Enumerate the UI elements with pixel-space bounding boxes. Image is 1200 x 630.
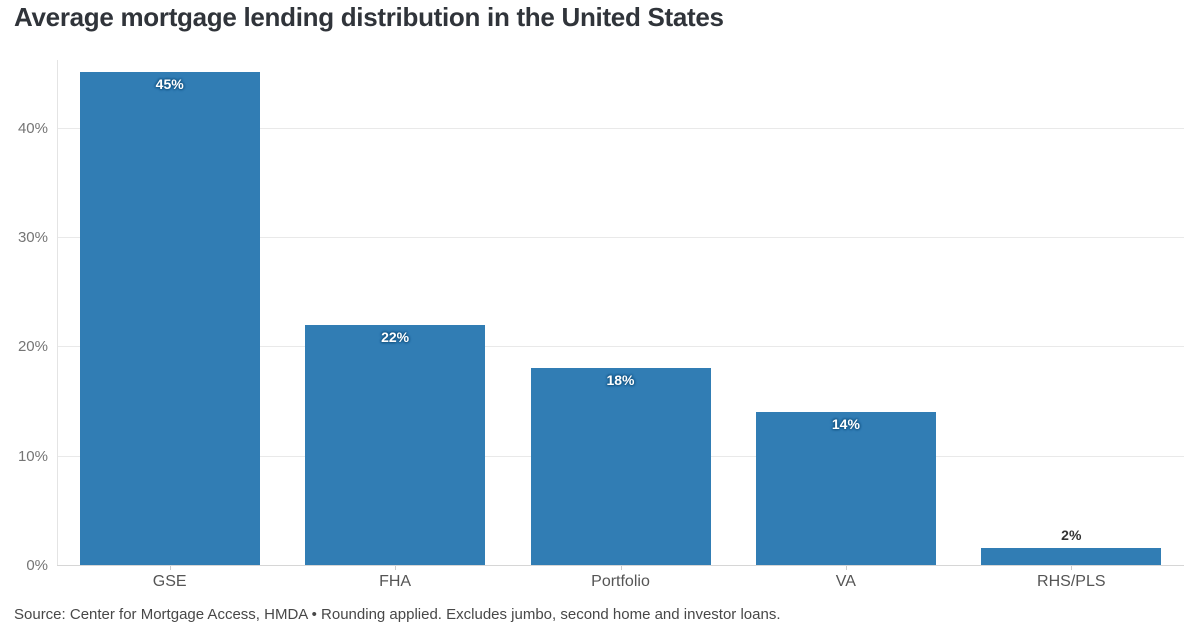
bar-value-label: 2%	[1061, 527, 1082, 544]
x-axis-label: RHS/PLS	[1037, 573, 1106, 590]
x-tick	[169, 566, 171, 570]
gridline	[57, 237, 1184, 239]
y-tick-label: 40%	[17, 119, 48, 137]
bar-value-label: 22%	[381, 328, 410, 345]
gridline	[57, 565, 1184, 566]
y-tick-label: 0%	[26, 557, 48, 574]
chart-title: Average mortgage lending distribution in…	[14, 2, 724, 32]
bar	[981, 548, 1162, 565]
bar	[755, 411, 936, 565]
x-tick	[1071, 566, 1073, 570]
bar	[79, 72, 260, 565]
bar	[305, 324, 486, 565]
y-axis-line	[57, 60, 58, 565]
y-tick-label: 30%	[17, 229, 48, 247]
x-axis-label: Portfolio	[591, 573, 650, 590]
y-tick-label: 20%	[17, 338, 48, 356]
bar	[530, 368, 711, 565]
bar-value-label: 14%	[831, 415, 860, 432]
gridline	[57, 127, 1184, 129]
x-tick	[620, 566, 622, 570]
x-axis-label: FHA	[379, 573, 412, 590]
gridline	[57, 346, 1184, 348]
x-axis-label: VA	[835, 573, 856, 590]
bar-value-label: 18%	[606, 372, 635, 389]
x-tick	[845, 566, 847, 570]
x-tick	[395, 566, 397, 570]
y-tick-label: 10%	[17, 447, 48, 465]
x-axis-label: GSE	[152, 573, 187, 590]
bar-value-label: 45%	[155, 76, 184, 93]
source-note: Source: Center for Mortgage Access, HMDA…	[14, 606, 781, 623]
